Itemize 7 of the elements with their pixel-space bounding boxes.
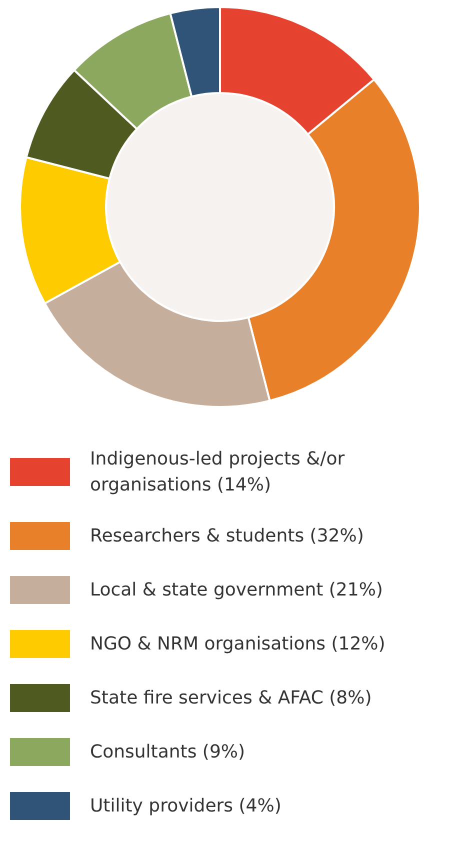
legend-label: State fire services & AFAC (8%) (90, 688, 372, 708)
legend-label: Local & state government (21%) (90, 580, 383, 600)
legend-label: Researchers & students (32%) (90, 526, 364, 546)
legend-label: Consultants (9%) (90, 742, 246, 762)
legend-label: Utility providers (4%) (90, 796, 282, 816)
legend-label: Indigenous-led projects &/or organisations (14%) (90, 448, 350, 496)
legend-label: NGO & NRM organisations (12%) (90, 634, 386, 654)
